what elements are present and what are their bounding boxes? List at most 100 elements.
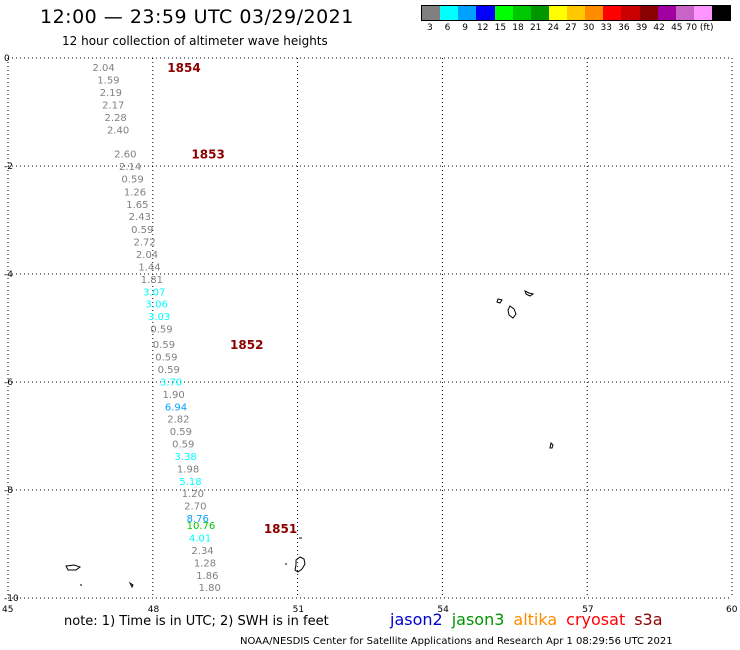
pass-time-labels: 1854 1853 1852 1851 <box>167 61 297 536</box>
wave-height-value: 1.90 <box>162 390 184 401</box>
wave-height-value: 3.07 <box>143 287 165 298</box>
wave-height-value: 2.34 <box>191 546 213 557</box>
y-tick-label: -8 <box>4 486 13 496</box>
legend-swatch <box>422 6 441 20</box>
legend-swatch <box>585 6 604 20</box>
wave-height-value: 2.43 <box>129 212 151 223</box>
wave-height-value: 1.59 <box>97 76 119 87</box>
legend-labels: 3 6 9 12 15 18 21 24 27 30 33 36 39 42 45 70 (ft) <box>421 23 731 33</box>
satellite-label: cryosat <box>566 610 626 629</box>
legend-label: 24 <box>547 23 560 33</box>
wave-height-value: 2.19 <box>100 88 122 99</box>
wave-height-value: 0.59 <box>158 365 180 376</box>
wave-height-value: 2.17 <box>102 100 124 111</box>
y-tick-label: 0 <box>4 54 10 64</box>
satellite-label: jason2 <box>390 610 443 629</box>
legend-swatch <box>567 6 586 20</box>
wave-height-value: 2.40 <box>107 125 129 136</box>
legend-label: 15 <box>494 23 507 33</box>
legend-swatch <box>548 6 567 20</box>
map-title: 12:00 — 23:59 UTC 03/29/2021 <box>40 6 354 28</box>
legend-swatch <box>458 6 477 20</box>
credit-line: NOAA/NESDIS Center for Satellite Applica… <box>240 636 673 647</box>
legend-label: 3 <box>426 23 433 33</box>
wave-height-value: 0.59 <box>150 325 172 336</box>
legend-swatch <box>603 6 622 20</box>
legend-swatch <box>693 6 712 20</box>
island-seychelles-north <box>496 290 535 304</box>
legend-label: 12 <box>477 23 489 33</box>
wave-height-value: 3.38 <box>175 452 197 463</box>
island-outlines <box>65 290 554 589</box>
wave-height-value: 10.76 <box>187 521 216 532</box>
x-tick-label: 51 <box>293 605 304 615</box>
legend-label: 39 <box>635 23 648 33</box>
island-comoros-west <box>65 564 134 589</box>
x-tick-label: 57 <box>582 605 593 615</box>
wave-height-value: 5.18 <box>179 477 201 488</box>
color-scale-legend: 3 6 9 12 15 18 21 24 27 30 33 36 39 42 45 70 (ft) <box>421 5 731 35</box>
y-tick-label: -6 <box>4 378 13 388</box>
legend-label: 21 <box>529 23 542 33</box>
wave-height-value: 2.82 <box>167 415 189 426</box>
y-tick-label: -2 <box>4 162 13 172</box>
legend-swatch <box>675 6 694 20</box>
wave-height-value: 6.94 <box>165 402 187 413</box>
legend-swatch <box>476 6 495 20</box>
island-east <box>549 441 554 449</box>
wave-height-value: 2.14 <box>119 162 141 173</box>
wave-height-value: 2.04 <box>136 250 158 261</box>
legend-swatch <box>530 6 549 20</box>
pass-time-label: 1852 <box>230 338 263 352</box>
wave-height-value: 2.70 <box>184 502 206 513</box>
wave-height-values: 2.041.592.192.172.282.402.602.140.591.26… <box>92 63 220 594</box>
legend-swatch <box>512 6 531 20</box>
pass-time-label: 1851 <box>264 522 297 536</box>
y-tick-label: -10 <box>4 594 19 604</box>
wave-height-value: 0.59 <box>170 427 192 438</box>
legend-swatches <box>421 5 731 21</box>
wave-height-value: 8.76 <box>187 514 209 525</box>
legend-swatch <box>494 6 513 20</box>
wave-height-value: 2.28 <box>105 113 127 124</box>
wave-height-value: 0.59 <box>131 225 153 236</box>
x-tick-label: 48 <box>148 605 160 615</box>
y-tick-label: -4 <box>4 270 13 280</box>
wave-height-value: 1.20 <box>182 489 204 500</box>
satellite-label: altika <box>513 610 558 629</box>
island-aldabra <box>285 537 306 573</box>
wave-height-value: 1.65 <box>126 200 148 211</box>
legend-label: 27 <box>565 23 577 33</box>
satellite-legend: jason2 jason3 altika cryosat s3a <box>390 610 672 629</box>
wave-height-value: 3.70 <box>160 377 182 388</box>
legend-label: 36 <box>618 23 630 33</box>
pass-time-label: 1854 <box>167 61 200 75</box>
x-tick-label: 60 <box>726 605 738 615</box>
wave-height-value: 2.04 <box>92 63 114 74</box>
legend-label: 9 <box>462 23 468 33</box>
legend-swatch <box>621 6 640 20</box>
wave-height-value: 0.59 <box>121 174 143 185</box>
x-tick-label: 45 <box>2 605 13 615</box>
legend-swatch <box>440 6 459 20</box>
wave-height-value: 2.72 <box>133 238 155 249</box>
wave-height-value: 0.59 <box>155 353 177 364</box>
satellite-label: jason3 <box>451 610 505 629</box>
legend-label: 6 <box>444 23 451 33</box>
wave-height-value: 1.28 <box>194 558 216 569</box>
wave-height-value: 3.06 <box>146 300 168 311</box>
legend-label: 18 <box>512 23 524 33</box>
legend-label: 70 (ft) <box>685 23 714 33</box>
pass-time-label: 1853 <box>191 148 224 162</box>
map-subtitle: 12 hour collection of altimeter wave hei… <box>62 34 328 48</box>
wave-height-value: 1.80 <box>199 583 221 594</box>
legend-label: 42 <box>653 23 665 33</box>
legend-label: 33 <box>600 23 612 33</box>
legend-swatch <box>639 6 658 20</box>
axis-tick-labels: 45 48 51 54 57 60 0 -2 -4 -6 -8 -10 <box>2 54 738 615</box>
legend-swatch <box>712 6 731 20</box>
wave-height-value: 0.59 <box>172 440 194 451</box>
wave-height-value: 1.98 <box>177 464 199 475</box>
wave-height-value: 2.60 <box>114 150 136 161</box>
